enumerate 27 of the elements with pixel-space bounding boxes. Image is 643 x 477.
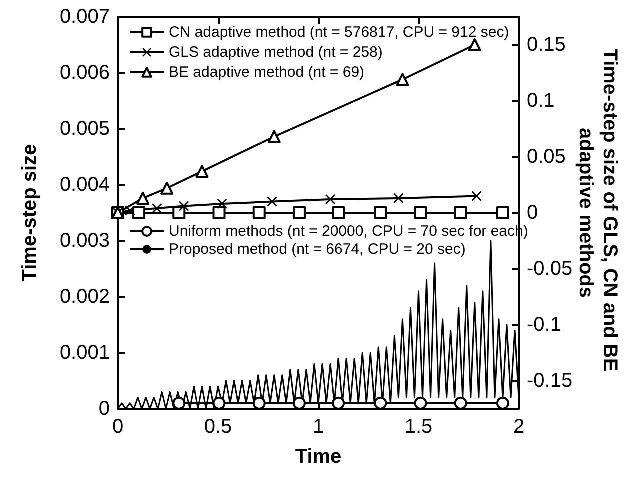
y-axis-title: Time-step size xyxy=(19,144,41,282)
y2-tick-label: -0.15 xyxy=(527,370,573,392)
y2-tick-label: 0.05 xyxy=(527,146,566,168)
y-tick-label: 0.002 xyxy=(60,286,110,308)
y-tick-label: 0.006 xyxy=(60,62,110,84)
y2-tick-label: 0.1 xyxy=(527,90,555,112)
x-tick-label: 1 xyxy=(312,416,324,438)
y2-tick-label: 0.15 xyxy=(527,34,566,56)
x-axis-title: Time xyxy=(295,446,342,468)
y2-tick-label: 0 xyxy=(527,202,538,224)
y2-axis-title: Time-step size of GLS, CN and BE adaptive methods xyxy=(575,48,621,378)
y2-tick-label: -0.1 xyxy=(527,314,562,336)
y-tick-label: 0 xyxy=(98,398,110,420)
y-tick-label: 0.007 xyxy=(60,6,110,28)
y-tick-label: 0.001 xyxy=(60,342,110,364)
y-tick-label: 0.003 xyxy=(60,230,110,252)
x-tick-label: 2 xyxy=(513,416,525,438)
x-tick-label: 0.5 xyxy=(204,416,232,438)
legend-label: Proposed method (nt = 6674, CPU = 20 sec) xyxy=(169,241,466,258)
x-tick-label: 1.5 xyxy=(404,416,433,438)
legend-label: GLS adaptive method (nt = 258) xyxy=(169,44,383,61)
legend-label: CN adaptive method (nt = 576817, CPU = 912 sec) xyxy=(169,24,510,41)
x-tick-label: 0 xyxy=(112,416,124,438)
legend-label: BE adaptive method (nt = 69) xyxy=(169,64,365,81)
y2-tick-label: -0.05 xyxy=(527,258,573,280)
y-tick-label: 0.004 xyxy=(60,174,110,196)
y-tick-label: 0.005 xyxy=(60,118,110,140)
